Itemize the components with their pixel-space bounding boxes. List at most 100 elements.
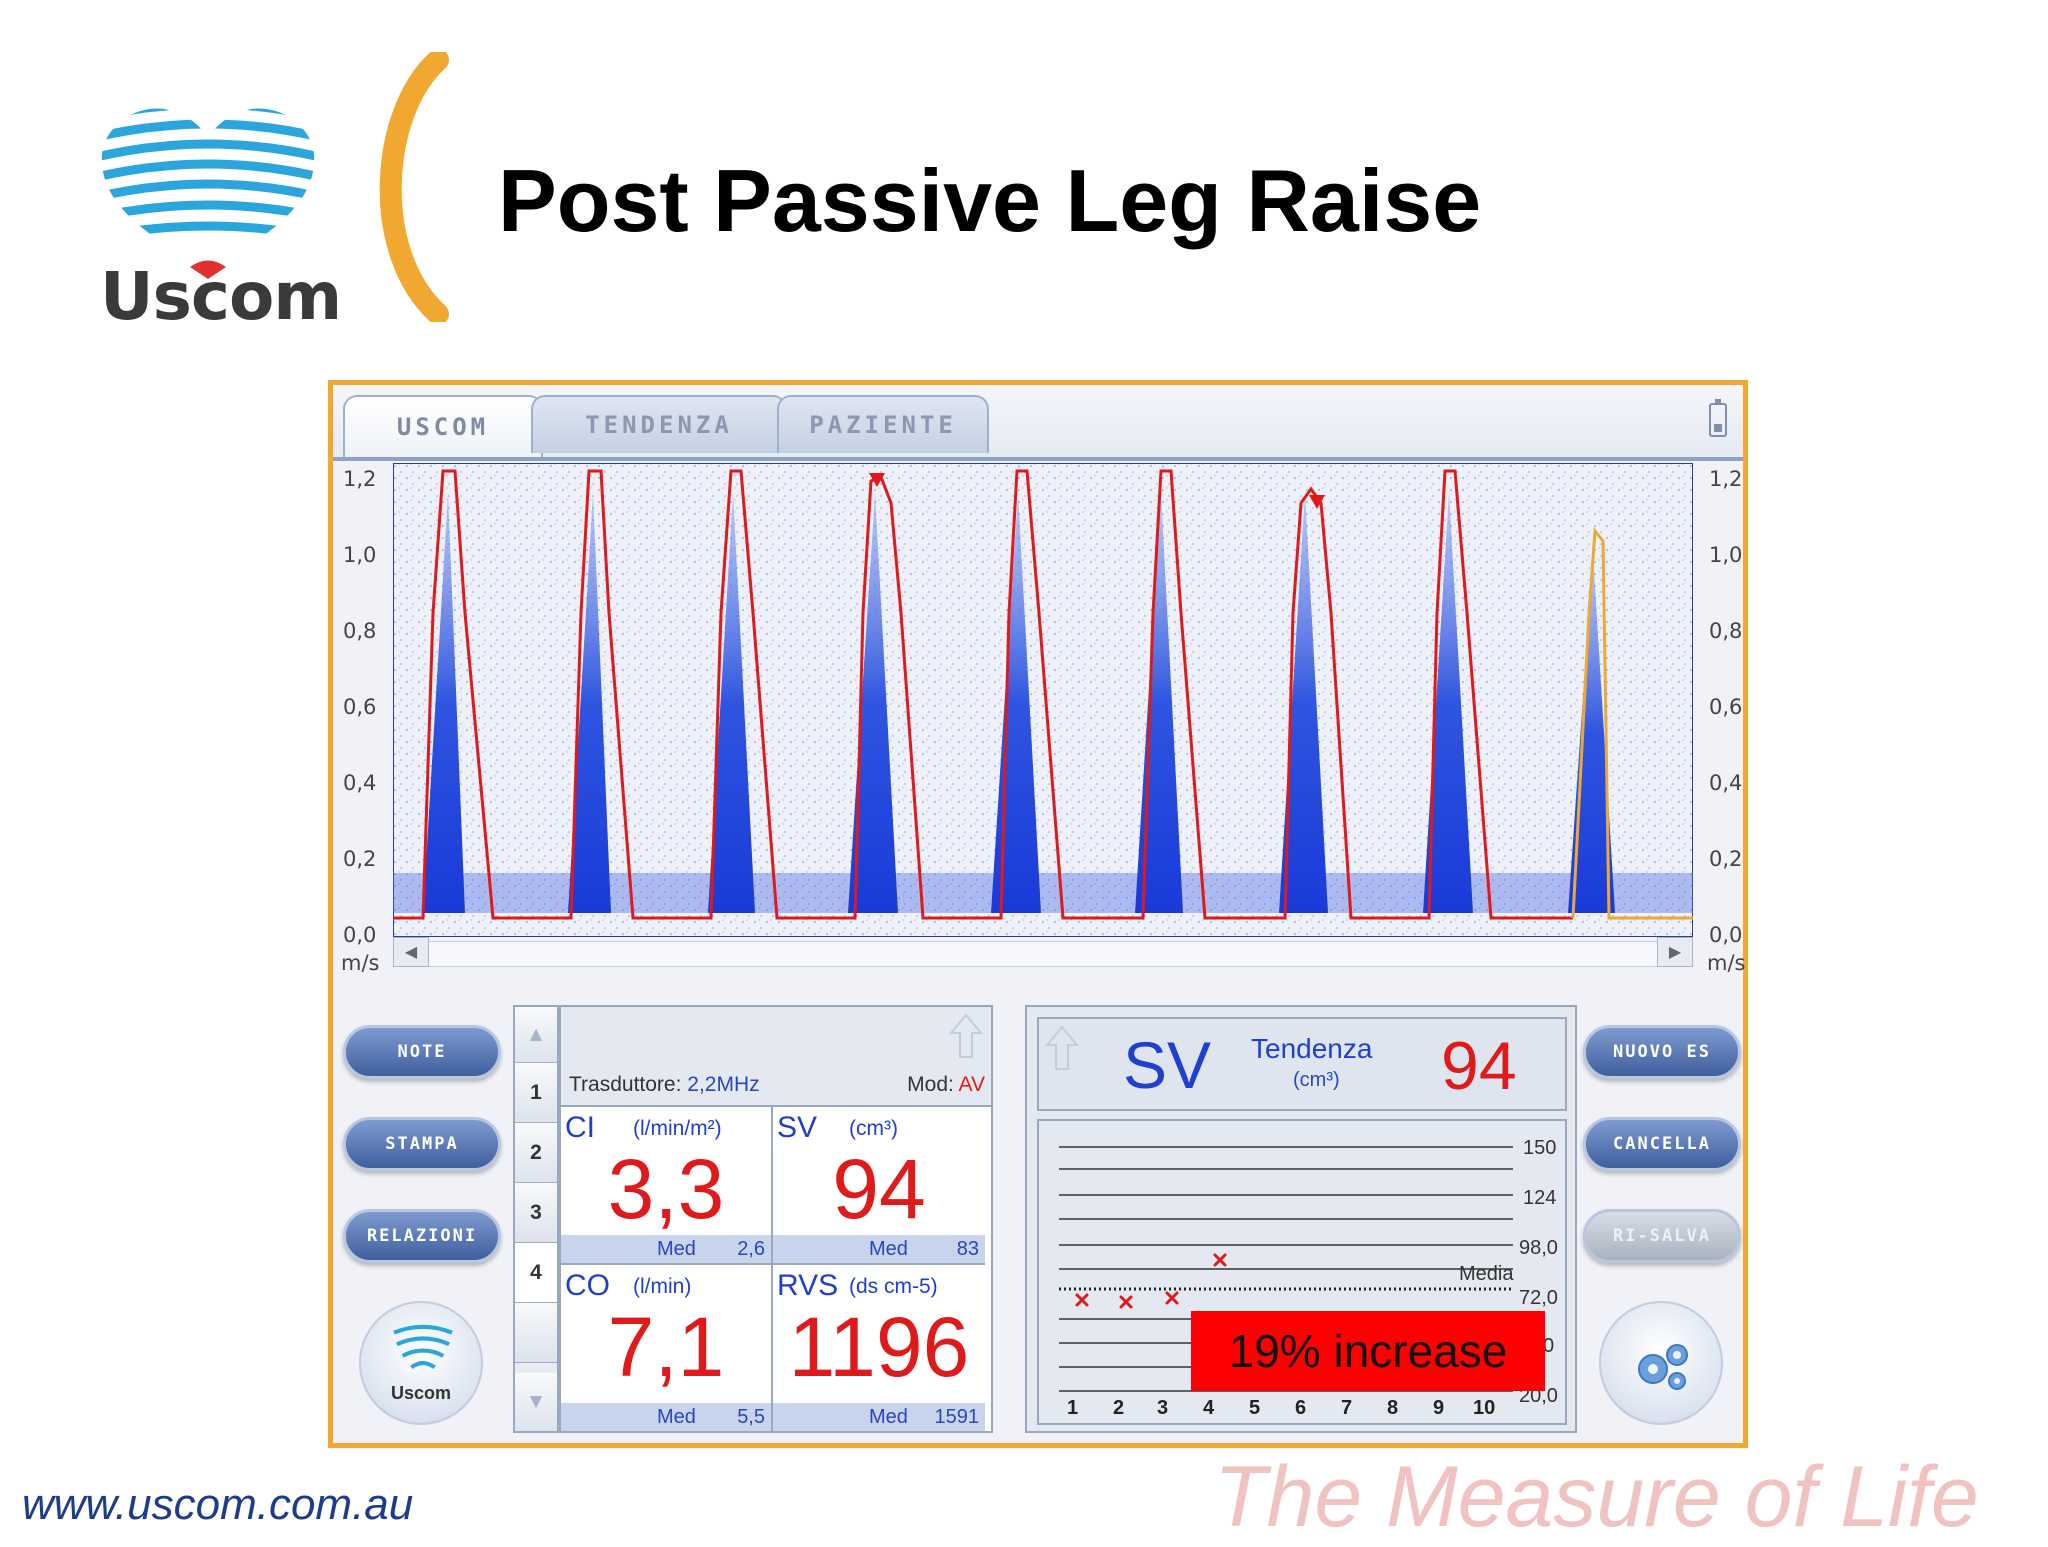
trend-x-label: 5 <box>1249 1397 1261 1419</box>
co-med-label: Med <box>657 1406 696 1428</box>
transducer-label: Trasduttore: <box>569 1073 682 1096</box>
trend-x-label: 3 <box>1157 1397 1169 1419</box>
rvs-unit: (ds cm-5) <box>849 1275 938 1298</box>
row-scroll-down-button[interactable]: ▼ <box>515 1373 557 1431</box>
heart-logo-icon <box>393 1324 453 1370</box>
mode-value: AV <box>958 1073 985 1096</box>
website-url[interactable]: www.uscom.com.au <box>22 1480 414 1529</box>
note-button[interactable]: NOTE <box>343 1025 501 1079</box>
trend-y-label: 72,0 <box>1519 1287 1558 1309</box>
y-tick-left: 0,2 <box>343 847 377 871</box>
sv-med-label: Med <box>869 1238 908 1260</box>
y-tick-right: 0,6 <box>1709 695 1743 719</box>
sv-cell[interactable]: SV (cm³) 94 Med 83 <box>773 1107 985 1265</box>
peak-marker <box>1309 495 1325 509</box>
tab-bar: USCOM TENDENZA PAZIENTE <box>333 385 1743 461</box>
row-item-empty[interactable] <box>515 1303 557 1363</box>
tab-uscom[interactable]: USCOM <box>343 395 543 457</box>
co-med-value: 5,5 <box>737 1406 765 1428</box>
peak-marker <box>869 473 885 487</box>
row-scroll-up-button[interactable]: ▲ <box>515 1007 557 1063</box>
uscom-home-button[interactable]: Uscom <box>359 1301 483 1425</box>
horizontal-scrollbar[interactable] <box>429 941 1657 967</box>
y-tick-left: 1,2 <box>343 467 377 491</box>
rvs-label: RVS <box>777 1269 839 1302</box>
trend-x-label: 6 <box>1295 1397 1307 1419</box>
ci-value: 3,3 <box>607 1142 725 1236</box>
velocity-envelope-trace <box>393 469 1573 920</box>
scroll-left-button[interactable]: ◀ <box>393 937 429 967</box>
ci-unit: (l/min/m²) <box>633 1117 722 1140</box>
sv-value: 94 <box>832 1142 926 1236</box>
stampa-button[interactable]: STAMPA <box>343 1117 501 1171</box>
y-tick-right: 0,8 <box>1709 619 1743 643</box>
scroll-right-button[interactable]: ▶ <box>1657 937 1693 967</box>
trend-x-label: 9 <box>1433 1397 1445 1419</box>
ci-med-label: Med <box>657 1238 696 1260</box>
sv-label: SV <box>777 1111 818 1144</box>
trend-graph: 150 124 98,0 Media 72,0 0 20,0 1 2 3 4 5… <box>1037 1119 1567 1425</box>
ci-med-bar <box>561 1235 771 1263</box>
sv-med-value: 83 <box>956 1238 979 1260</box>
y-tick-left: 0,4 <box>343 771 377 795</box>
cancella-button[interactable]: CANCELLA <box>1583 1117 1741 1171</box>
uscom-app-window: USCOM TENDENZA PAZIENTE 1,2 1,0 0,8 0,6 … <box>328 380 1748 1448</box>
trend-panel: SV Tendenza (cm³) 94 <box>1025 1005 1577 1433</box>
y-tick-right: 0,4 <box>1709 771 1743 795</box>
trend-y-label: 124 <box>1523 1187 1557 1209</box>
row-item[interactable]: 1 <box>515 1063 557 1123</box>
y-tick-left: 0,8 <box>343 619 377 643</box>
co-unit: (l/min) <box>633 1275 692 1298</box>
trend-x-label: 1 <box>1067 1397 1079 1419</box>
round-logo-label: Uscom <box>390 1383 452 1403</box>
doppler-spectrum <box>393 463 1693 937</box>
ci-label: CI <box>565 1111 595 1144</box>
y-tick-left: 0,6 <box>343 695 377 719</box>
active-beat-trace <box>1571 527 1693 920</box>
relazioni-button[interactable]: RELAZIONI <box>343 1209 501 1263</box>
mode-label: Mod: <box>907 1073 954 1096</box>
nuovo-es-button[interactable]: NUOVO ES <box>1583 1025 1741 1079</box>
trend-value: 94 <box>1441 1028 1517 1104</box>
co-label: CO <box>565 1269 610 1302</box>
battery-icon <box>1709 399 1727 437</box>
row-item[interactable]: 2 <box>515 1123 557 1183</box>
ci-cell[interactable]: CI (l/min/m²) 3,3 Med 2,6 <box>561 1107 773 1265</box>
transducer-value: 2,2MHz <box>687 1073 760 1096</box>
y-tick-right: 0,2 <box>1709 847 1743 871</box>
rvs-cell[interactable]: RVS (ds cm-5) 1196 Med 1591 <box>773 1265 985 1431</box>
logo-wordmark: Uscom <box>100 258 342 335</box>
tagline: The Measure of Life <box>1214 1449 1979 1545</box>
trend-param: SV <box>1123 1028 1212 1102</box>
increase-annotation: 19% increase <box>1191 1311 1545 1391</box>
trend-x-label: 7 <box>1341 1397 1353 1419</box>
y-tick-right: 1,2 <box>1709 467 1743 491</box>
rvs-med-label: Med <box>869 1406 908 1428</box>
y-tick-left: 0,0 <box>343 923 377 947</box>
tab-tendenza[interactable]: TENDENZA <box>531 395 787 453</box>
media-label: Media <box>1459 1263 1514 1285</box>
y-unit-left: m/s <box>341 951 380 975</box>
sv-med-bar <box>773 1235 985 1263</box>
y-unit-right: m/s <box>1707 951 1746 975</box>
y-tick-right: 1,0 <box>1709 543 1743 567</box>
row-item[interactable]: 3 <box>515 1183 557 1243</box>
trend-y-label: 98,0 <box>1519 1237 1558 1259</box>
trend-unit: (cm³) <box>1293 1069 1340 1091</box>
measurement-header: Trasduttore: 2,2MHz Mod: AV <box>561 1007 991 1107</box>
settings-button[interactable] <box>1599 1301 1723 1425</box>
trend-x-label: 4 <box>1203 1397 1215 1419</box>
co-cell[interactable]: CO (l/min) 7,1 Med 5,5 <box>561 1265 773 1431</box>
row-item-selected[interactable]: 4 <box>515 1243 557 1303</box>
doppler-area: 1,2 1,0 0,8 0,6 0,4 0,2 0,0 m/s 1,2 1,0 … <box>333 461 1746 1061</box>
up-arrow-icon <box>949 1013 983 1058</box>
ri-salva-button[interactable]: RI-SALVA <box>1583 1209 1741 1263</box>
trend-header: SV Tendenza (cm³) 94 <box>1037 1017 1567 1111</box>
ci-med-value: 2,6 <box>737 1238 765 1260</box>
y-tick-left: 1,0 <box>343 543 377 567</box>
uscom-heart-logo <box>101 108 315 279</box>
trend-y-label: 150 <box>1523 1137 1557 1159</box>
page-title: Post Passive Leg Raise <box>498 151 1482 250</box>
rvs-med-bar <box>773 1403 985 1431</box>
tab-paziente[interactable]: PAZIENTE <box>777 395 989 453</box>
